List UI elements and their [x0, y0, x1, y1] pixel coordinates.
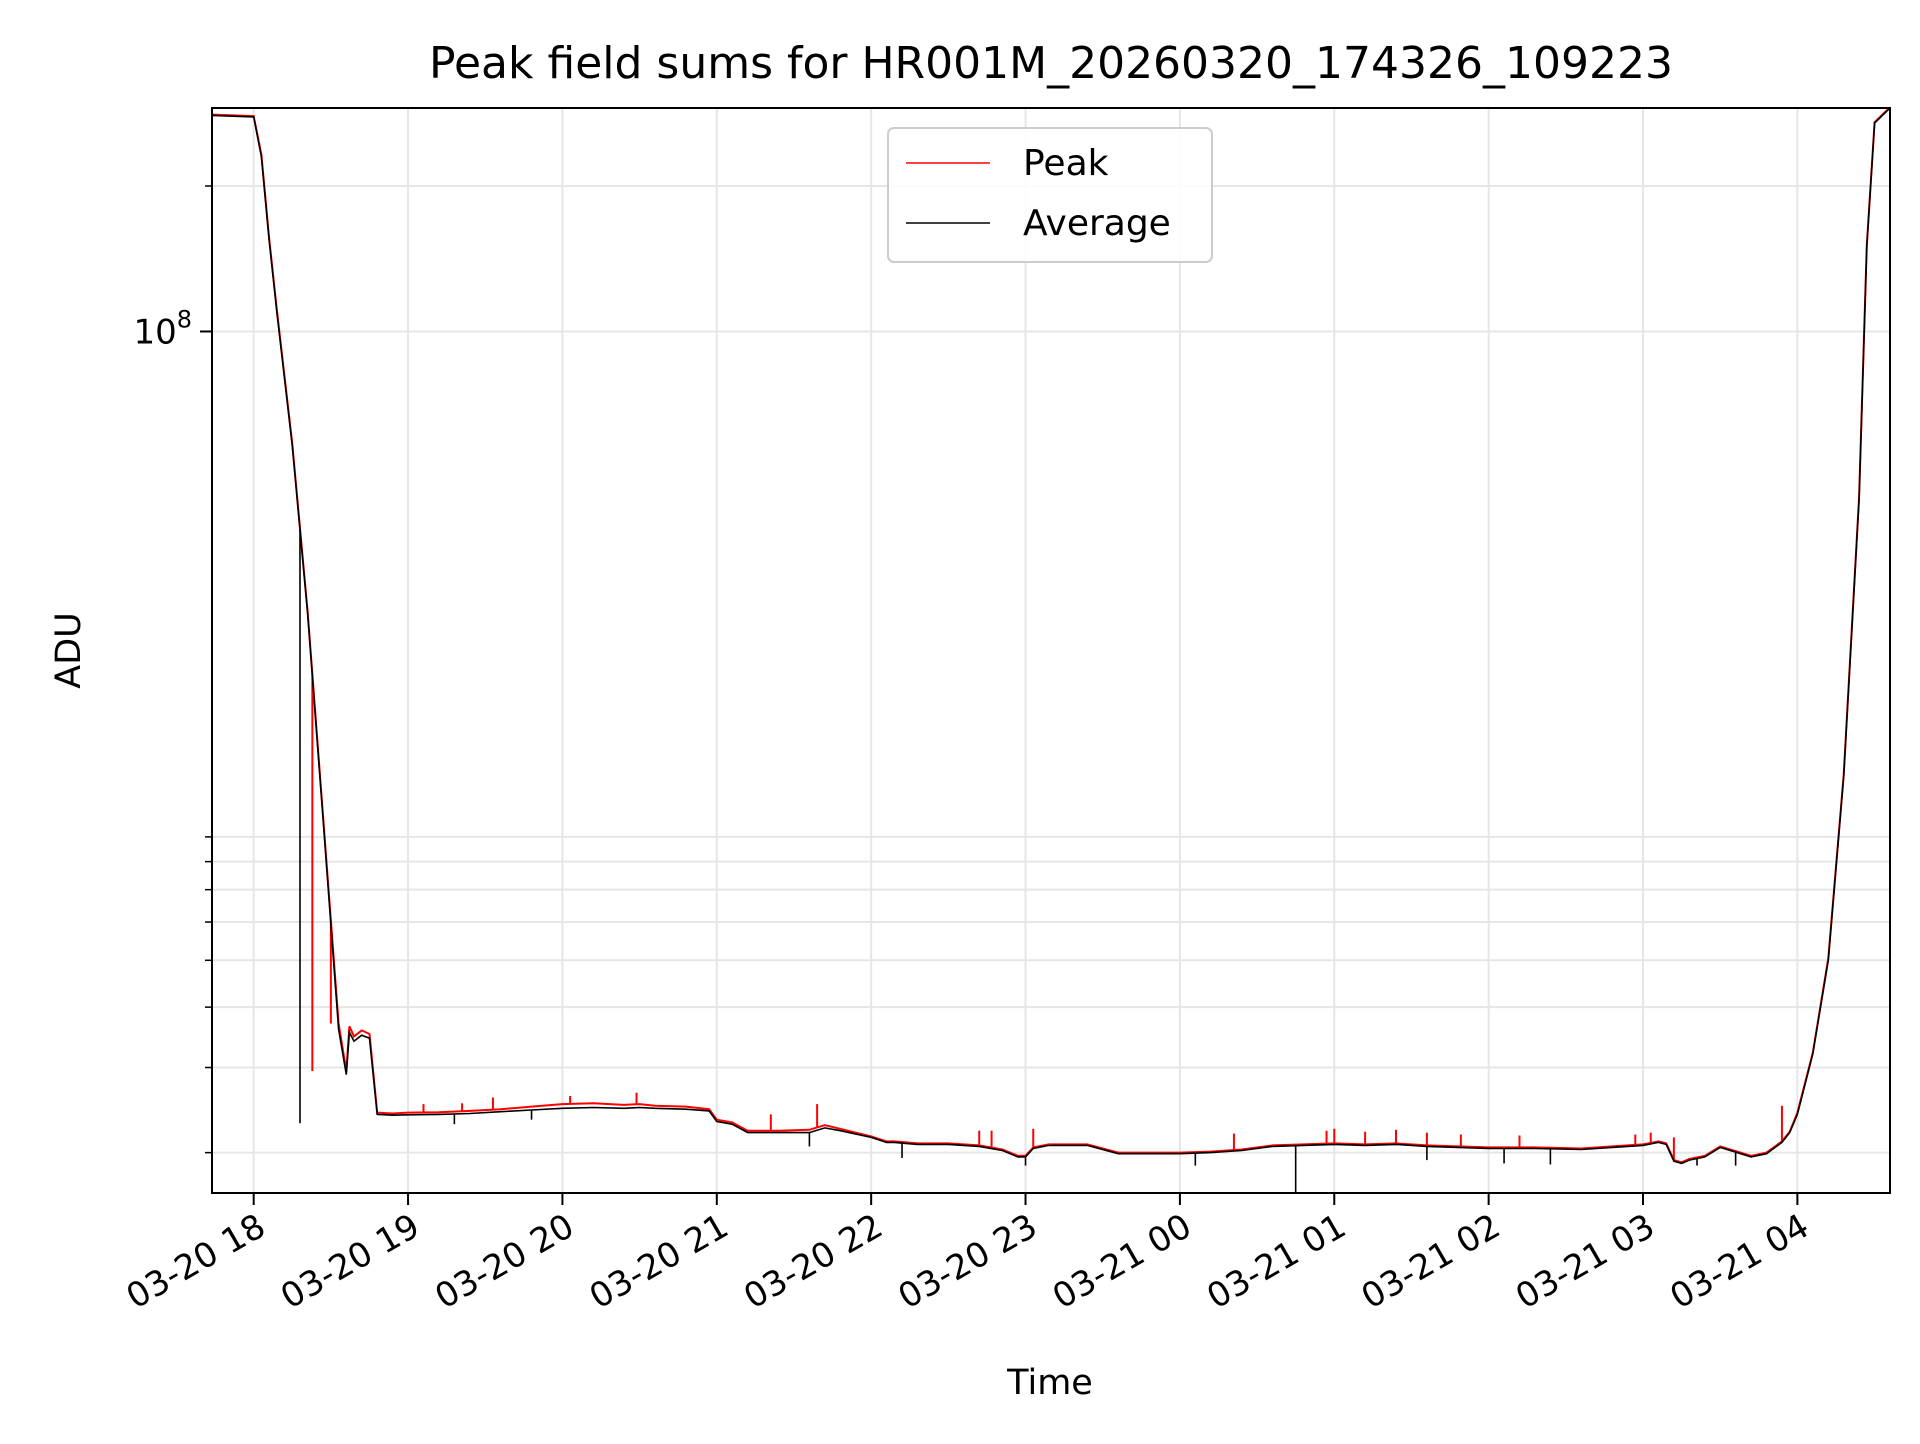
legend: Peak Average	[887, 127, 1213, 263]
y-axis-label: ADU	[49, 612, 89, 689]
x-axis-label: Time	[1006, 1363, 1093, 1403]
series-average-line	[212, 108, 1890, 1165]
legend-peak-label: Peak	[1023, 143, 1109, 184]
x-tick-label: 03-20 22	[737, 1206, 889, 1317]
x-tick-label: 03-20 23	[892, 1206, 1044, 1317]
grid	[212, 108, 1890, 1193]
x-tick-label: 03-20 20	[429, 1206, 581, 1317]
y-tick-label-base: 10	[133, 312, 176, 352]
plot-frame	[211, 107, 1891, 1194]
legend-average-label: Average	[1023, 203, 1171, 244]
series-layer	[212, 108, 1890, 1193]
y-tick-label-exponent: 8	[177, 305, 192, 333]
x-tick-label: 03-20 18	[120, 1206, 272, 1317]
x-tick-label: 03-21 02	[1355, 1206, 1507, 1317]
y-tick-label: 108	[133, 305, 192, 352]
x-tick-label: 03-20 21	[583, 1206, 735, 1317]
series-peak-line	[212, 108, 1890, 1164]
x-tick-label: 03-21 04	[1663, 1206, 1815, 1317]
x-tick-label: 03-21 01	[1200, 1206, 1352, 1317]
x-tick-label: 03-21 00	[1046, 1206, 1198, 1317]
x-tick-label: 03-21 03	[1509, 1206, 1661, 1317]
x-tick-label: 03-20 19	[274, 1206, 426, 1317]
chart-title: Peak field sums for HR001M_20260320_1743…	[429, 38, 1673, 89]
legend-box	[887, 127, 1213, 263]
